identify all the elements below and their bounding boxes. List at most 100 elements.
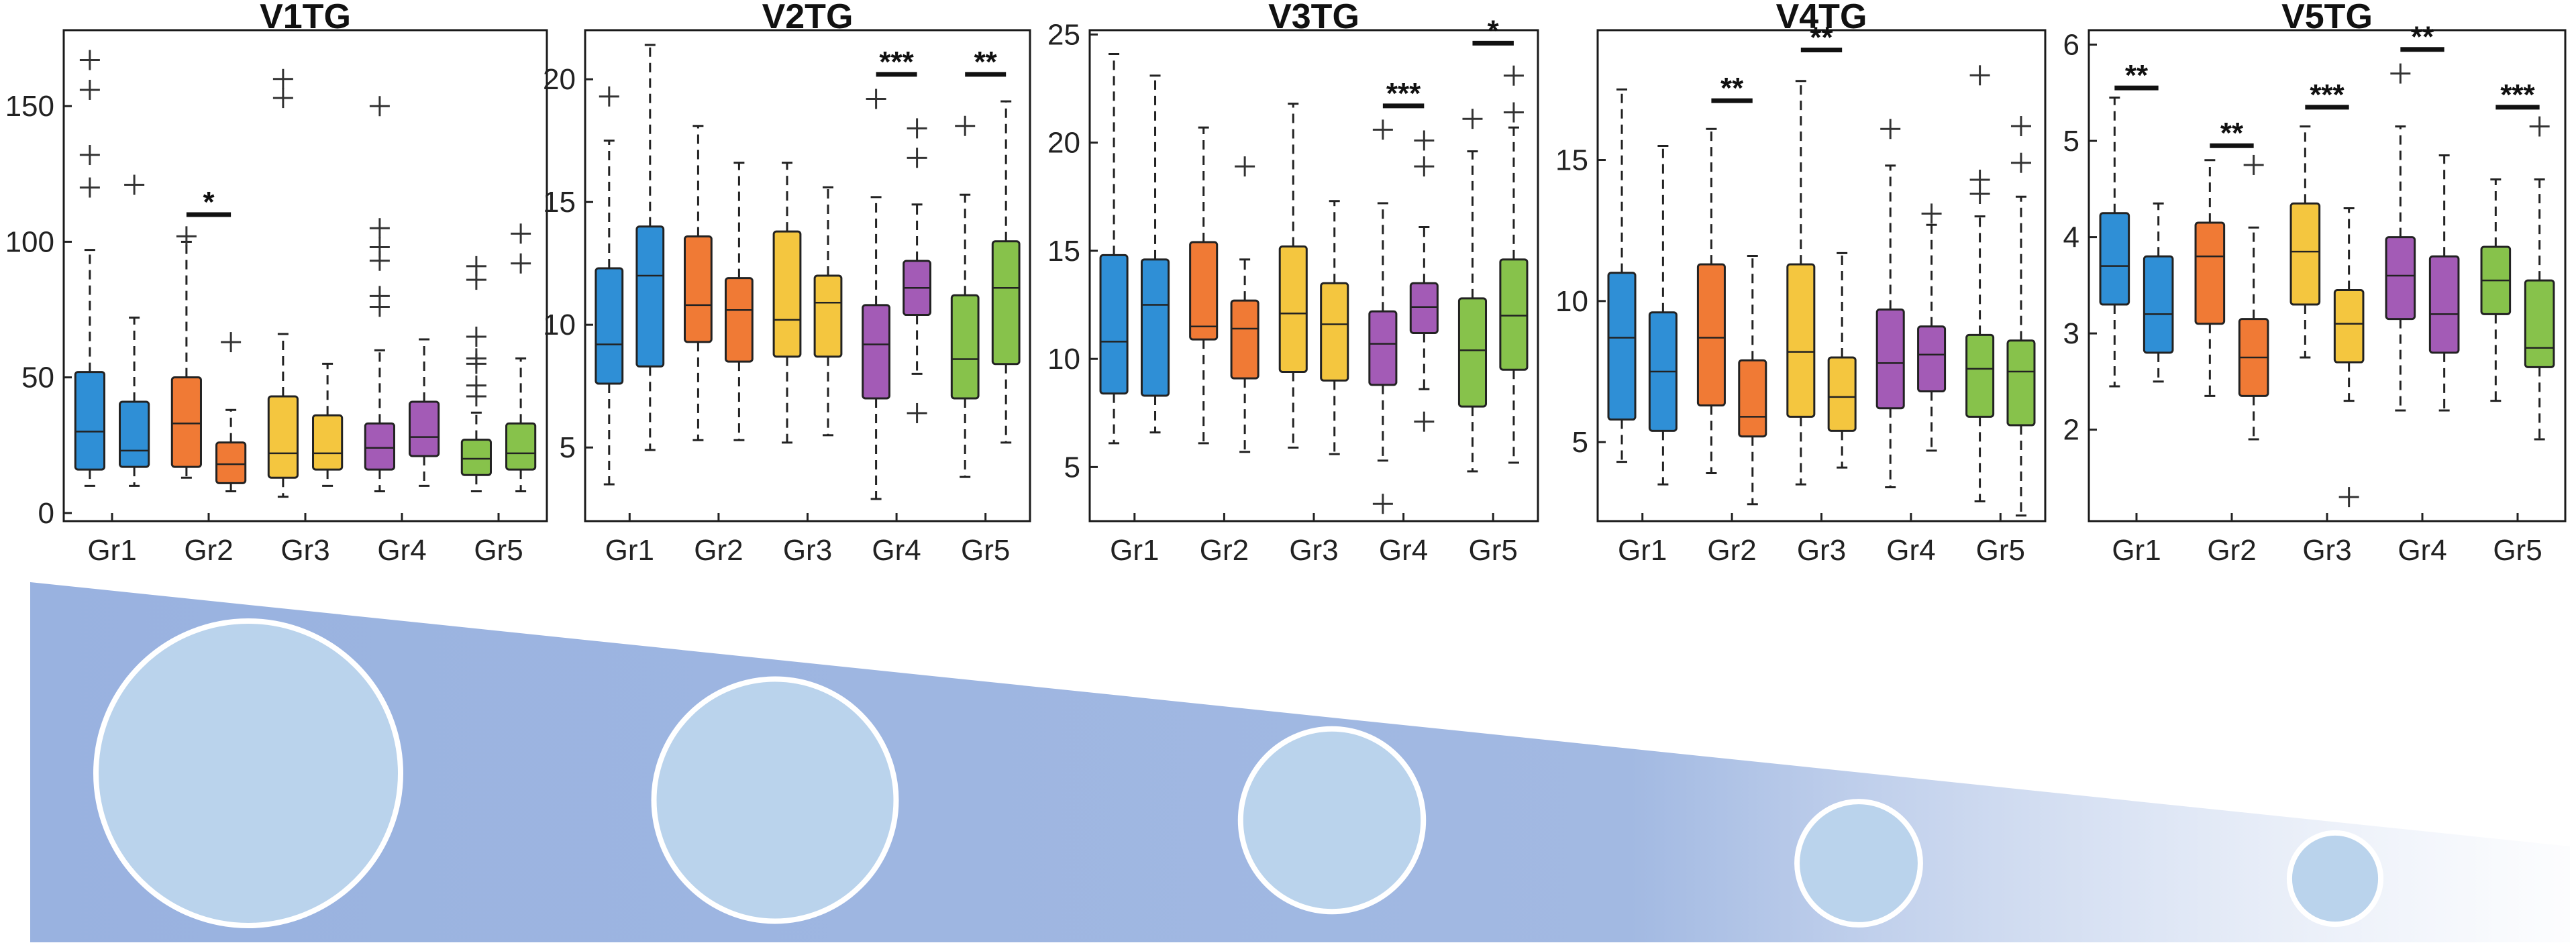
box-gr5-a [2480, 178, 2512, 402]
y-tick-label: 10 [543, 309, 576, 341]
y-tick-label: 100 [5, 225, 54, 258]
iqr-box [1786, 263, 1816, 418]
outlier-marker [907, 402, 927, 423]
box-gr5-b [505, 223, 537, 493]
y-tick-label: 3 [2063, 317, 2079, 350]
iqr-box [409, 400, 440, 457]
x-tick-label: Gr1 [2112, 534, 2161, 567]
iqr-box [950, 294, 980, 400]
box-gr4-b [409, 338, 440, 487]
box-gr5-b [2524, 116, 2555, 441]
box-gr4-a [862, 89, 890, 500]
outlier-marker [79, 50, 100, 70]
box-gr5-b [2006, 116, 2036, 517]
box-gr2-b [1230, 156, 1259, 453]
y-tick-label: 25 [1047, 18, 1080, 51]
outlier-marker [1372, 494, 1393, 514]
outlier-marker [2529, 116, 2550, 137]
iqr-box [725, 277, 754, 363]
y-tick-label: 5 [1572, 426, 1588, 459]
box-gr3-a [772, 162, 802, 444]
iqr-box [1607, 272, 1637, 421]
outlier-marker [369, 296, 390, 317]
outlier-marker [272, 88, 293, 109]
x-tick-label: Gr1 [1618, 534, 1667, 567]
outlier-marker [1235, 156, 1255, 177]
x-tick-label: Gr2 [1200, 534, 1249, 567]
outlier-marker [272, 68, 293, 89]
box-gr1-b [119, 174, 150, 487]
box-gr4-a [1875, 119, 1905, 489]
box-gr3-a [1278, 103, 1308, 449]
iqr-box [1189, 241, 1219, 341]
outlier-marker [866, 89, 886, 109]
box-gr1-a [1607, 88, 1637, 463]
box-gr3-b [312, 362, 344, 487]
outlier-marker [221, 332, 242, 353]
y-tick-label: 20 [1047, 127, 1080, 160]
outlier-marker [369, 250, 390, 271]
outlier-marker [79, 145, 100, 166]
y-tick-label: 150 [5, 90, 54, 123]
iqr-box [1140, 258, 1170, 397]
outlier-marker [466, 353, 486, 374]
axes-frame [1596, 29, 2047, 522]
circle-2 [651, 676, 899, 924]
box-gr2-a [684, 125, 713, 441]
outlier-marker [1969, 65, 1990, 86]
iqr-box [991, 240, 1021, 366]
iqr-box [862, 304, 890, 400]
box-gr1-a [1099, 52, 1129, 445]
outlier-marker [369, 96, 390, 117]
iqr-box [772, 230, 802, 358]
y-tick-label: 6 [2063, 29, 2079, 62]
iqr-box [1499, 258, 1529, 371]
iqr-box [1278, 245, 1308, 373]
iqr-box [595, 267, 624, 385]
size-gradient-illustration [30, 582, 2570, 942]
outlier-marker [511, 223, 531, 244]
y-tick-label: 5 [1064, 451, 1080, 484]
iqr-box [1738, 359, 1767, 438]
box-gr3-a [2289, 125, 2321, 359]
iqr-box [1696, 263, 1726, 407]
box-gr5-a [1965, 65, 1995, 503]
box-gr1-a [595, 86, 624, 486]
outlier-marker [176, 226, 197, 247]
y-tick-label: 15 [543, 186, 576, 219]
iqr-box [2385, 236, 2416, 321]
iqr-box [1099, 254, 1129, 395]
x-tick-label: Gr1 [87, 534, 136, 567]
y-tick-label: 2 [2063, 414, 2079, 447]
iqr-box [119, 400, 150, 468]
box-gr1-a [74, 50, 105, 487]
outlier-marker [907, 148, 927, 168]
iqr-box [1320, 282, 1349, 382]
iqr-box [2194, 221, 2226, 325]
circle-4 [1794, 799, 1923, 928]
iqr-box [1230, 299, 1259, 380]
significance-stars: ** [1720, 72, 1744, 105]
outlier-marker [1969, 184, 1990, 204]
x-tick-label: Gr5 [1976, 534, 2025, 567]
x-tick-label: Gr3 [783, 534, 832, 567]
box-gr2-a [170, 226, 202, 479]
outlier-marker [1462, 109, 1483, 129]
iqr-box [460, 439, 492, 476]
x-tick-label: Gr2 [1707, 534, 1756, 567]
iqr-box [267, 395, 299, 479]
circle-5 [2286, 830, 2384, 928]
outlier-marker [369, 218, 390, 239]
y-tick-label: 20 [543, 63, 576, 96]
x-tick-label: Gr5 [2493, 534, 2542, 567]
box-gr3-a [1786, 80, 1816, 486]
box-gr3-b [813, 186, 843, 437]
significance-stars: *** [2500, 78, 2535, 111]
iqr-box [1965, 333, 1995, 418]
x-tick-label: Gr4 [2398, 534, 2446, 567]
box-gr1-b [2143, 202, 2174, 383]
significance-stars: ** [2125, 59, 2149, 92]
iqr-box [2289, 202, 2321, 306]
box-gr2-a [1189, 126, 1219, 445]
